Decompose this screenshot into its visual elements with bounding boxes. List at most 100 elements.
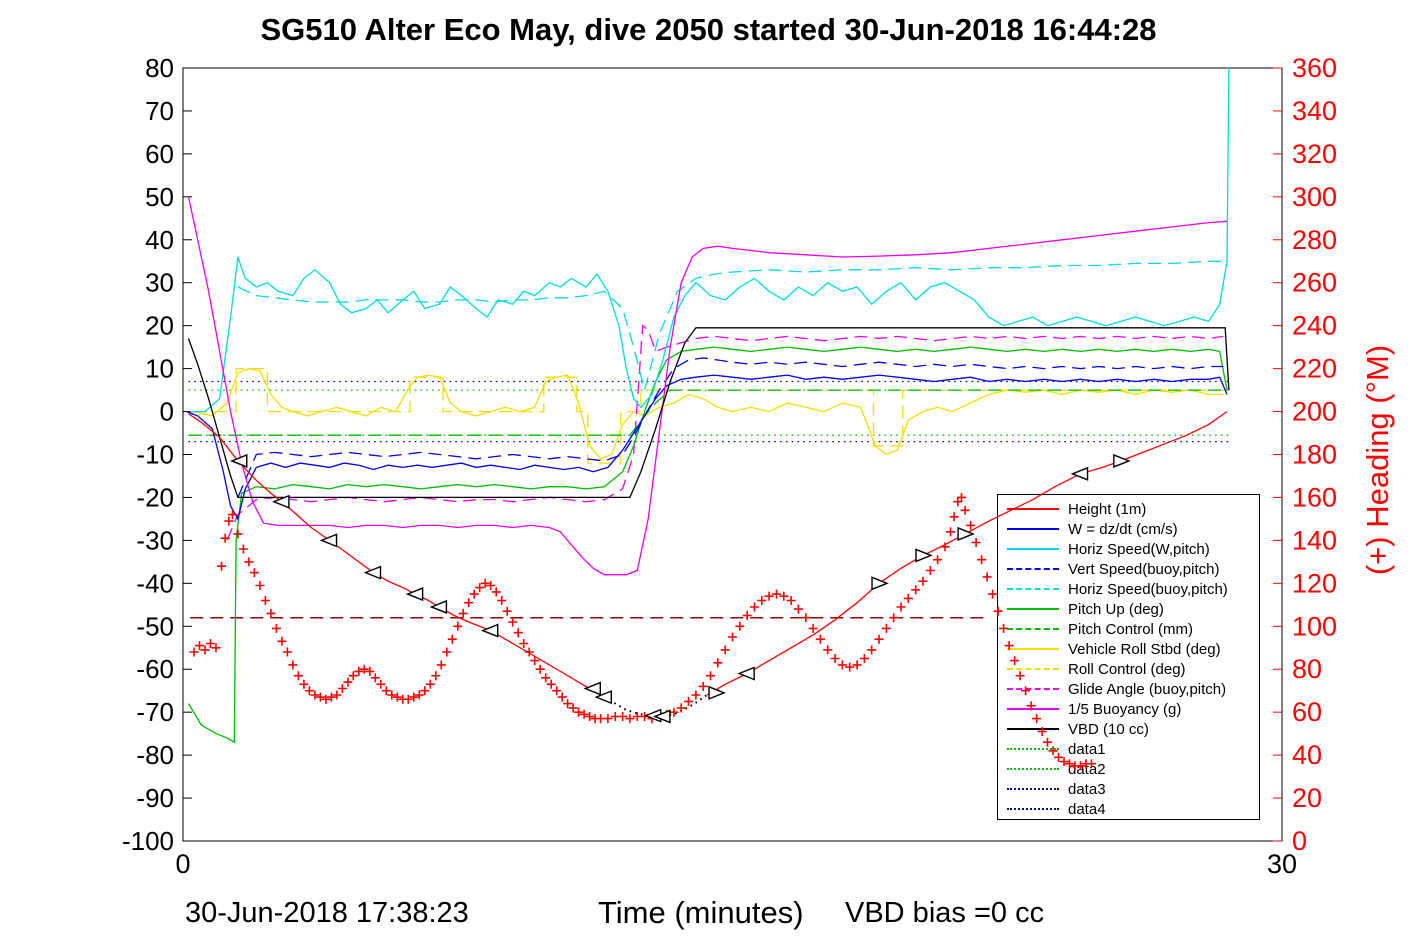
legend-line-sample (1007, 808, 1059, 810)
legend-line-sample (1007, 768, 1059, 770)
left-tick-label: 30 (145, 268, 174, 298)
legend-item: VBD (10 cc) (998, 719, 1259, 739)
legend-line-sample (1007, 508, 1059, 510)
left-triangle-marker (272, 494, 290, 509)
right-axis-label: (+) Heading (°M) (1360, 344, 1395, 576)
right-tick-label: 160 (1292, 482, 1337, 512)
right-tick-label: 0 (1292, 826, 1307, 856)
left-tick-label: 60 (145, 139, 174, 169)
legend-item: Roll Control (deg) (998, 659, 1259, 679)
series-horiz-speed-w (190, 67, 1230, 413)
legend-line-sample (1007, 548, 1059, 550)
left-tick-label: 20 (145, 311, 174, 341)
right-triangle-marker (915, 548, 933, 563)
legend-item: Horiz Speed(W,pitch) (998, 539, 1259, 559)
left-triangle-marker (363, 565, 382, 580)
right-triangle-marker (957, 526, 976, 541)
left-tick-label: 10 (145, 354, 174, 384)
legend-item: data3 (998, 779, 1259, 799)
left-triangle-marker (653, 709, 671, 724)
right-triangle-marker (1113, 453, 1131, 468)
series-vbd (187, 327, 1230, 499)
legend-item: Horiz Speed(buoy,pitch) (998, 579, 1259, 599)
x-tick-label: 30 (1267, 849, 1297, 879)
legend-item-label: data3 (1068, 780, 1106, 798)
footer-timestamp: 30-Jun-2018 17:38:23 (185, 897, 469, 929)
left-triangle-marker (583, 681, 601, 696)
legend-line-sample (1007, 568, 1059, 570)
right-tick-label: 80 (1292, 654, 1322, 684)
series-vert-speed-buoy (237, 357, 1224, 498)
right-tick-label: 220 (1292, 354, 1337, 384)
legend-line-sample (1007, 608, 1059, 610)
legend-item-label: Horiz Speed(buoy,pitch) (1068, 580, 1228, 598)
right-tick-label: 360 (1292, 53, 1337, 83)
left-tick-label: -80 (136, 740, 174, 770)
left-tick-label: -50 (136, 611, 174, 641)
right-tick-label: 100 (1292, 611, 1337, 641)
legend-item-label: Pitch Control (mm) (1068, 620, 1194, 638)
left-tick-label: 70 (145, 96, 174, 126)
legend-line-sample (1007, 668, 1059, 670)
left-tick-label: 0 (160, 397, 174, 427)
legend-item-label: Height (1m) (1068, 500, 1147, 518)
x-tick-label: 0 (175, 849, 190, 879)
series-height-bottom-dotted (603, 694, 708, 718)
legend-item-label: data4 (1068, 800, 1106, 818)
legend-line-sample (1007, 628, 1059, 630)
left-triangle-marker (594, 690, 612, 705)
left-tick-label: -30 (136, 525, 174, 555)
legend-item-label: Glide Angle (buoy,pitch) (1068, 680, 1227, 698)
legend: Height (1m) W = dz/dt (cm/s) Horiz Speed(W… (997, 494, 1260, 820)
left-triangle-marker (1070, 466, 1089, 481)
legend-line-sample (1007, 748, 1059, 750)
legend-item: Pitch Up (deg) (998, 599, 1259, 619)
series-heading (189, 492, 1096, 771)
chart-title: SG510 Alter Eco May, dive 2050 started 3… (260, 12, 1157, 47)
right-tick-label: 120 (1292, 568, 1337, 598)
right-tick-label: 280 (1292, 225, 1337, 255)
series-pitch-control (188, 389, 1227, 436)
left-tick-label: -20 (136, 482, 174, 512)
right-tick-label: 40 (1292, 740, 1322, 770)
left-triangle-marker (405, 587, 424, 602)
right-triangle-marker (708, 685, 726, 700)
legend-line-sample (1007, 648, 1059, 650)
right-tick-label: 20 (1292, 783, 1322, 813)
legend-item: data1 (998, 739, 1259, 759)
right-tick-label: 180 (1292, 440, 1337, 470)
legend-item: data4 (998, 799, 1259, 819)
left-tick-label: 50 (145, 182, 174, 212)
legend-item: 1/5 Buoyancy (g) (998, 699, 1259, 719)
right-tick-label: 240 (1292, 311, 1337, 341)
legend-line-sample (1007, 528, 1059, 530)
legend-item-label: data1 (1068, 740, 1106, 758)
legend-line-sample (1007, 588, 1059, 590)
footer-vbd-bias: VBD bias =0 cc (845, 897, 1045, 929)
left-triangle-marker (737, 666, 755, 681)
legend-item-label: Pitch Up (deg) (1068, 600, 1164, 618)
legend-item: Vert Speed(buoy,pitch) (998, 559, 1259, 579)
legend-line-sample (1007, 688, 1059, 690)
legend-item-label: Roll Control (deg) (1068, 660, 1186, 678)
left-triangle-marker (229, 453, 248, 468)
left-tick-label: -10 (136, 440, 174, 470)
left-triangle-marker (480, 623, 499, 638)
right-tick-label: 140 (1292, 525, 1337, 555)
right-tick-label: 260 (1292, 268, 1337, 298)
left-tick-label: -70 (136, 697, 174, 727)
legend-line-sample (1007, 728, 1059, 730)
legend-item: Glide Angle (buoy,pitch) (998, 679, 1259, 699)
legend-item-label: Vehicle Roll Stbd (deg) (1068, 640, 1221, 658)
left-tick-label: -60 (136, 654, 174, 684)
legend-line-sample (1007, 708, 1059, 710)
legend-item-label: VBD (10 cc) (1068, 720, 1149, 738)
left-triangle-marker (643, 708, 662, 723)
series-roll-control (194, 367, 1227, 464)
left-tick-label: -40 (136, 568, 174, 598)
legend-item: Pitch Control (mm) (998, 619, 1259, 639)
legend-item-label: Vert Speed(buoy,pitch) (1068, 560, 1220, 578)
right-tick-label: 200 (1292, 397, 1337, 427)
legend-item-label: 1/5 Buoyancy (g) (1068, 700, 1182, 718)
right-tick-label: 300 (1292, 182, 1337, 212)
